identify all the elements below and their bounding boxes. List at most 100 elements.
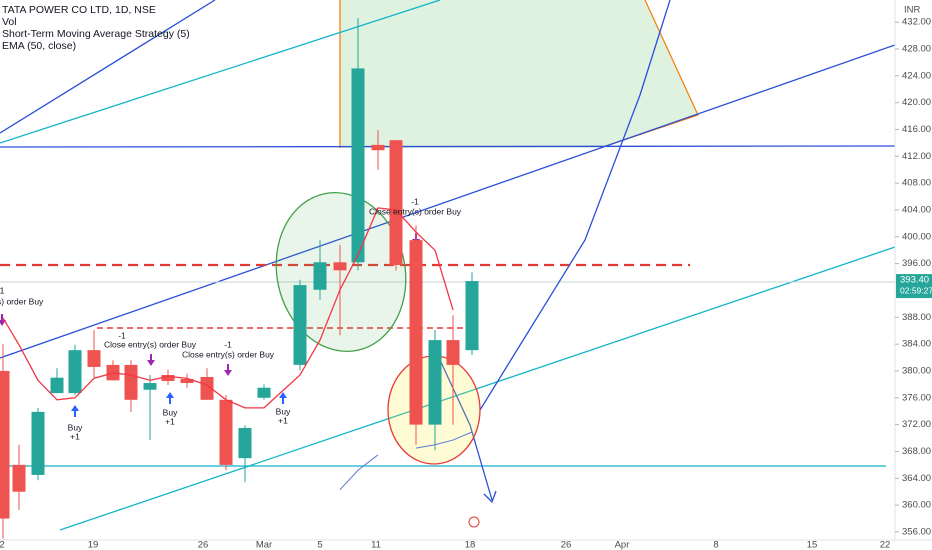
signal-label: +1: [278, 415, 288, 425]
y-tick-label: 360.00: [902, 500, 931, 511]
x-tick-label: 19: [88, 540, 99, 550]
candle-body: [446, 340, 460, 365]
signal-arrows: [71, 392, 287, 417]
candle-body: [12, 464, 26, 492]
candle-body: [219, 399, 233, 465]
candle-body: [180, 379, 194, 384]
last-price-label: 393.40: [900, 275, 929, 286]
path-line: [479, 0, 671, 411]
signal-label: -1: [118, 330, 126, 340]
y-tick-label: 368.00: [902, 446, 931, 457]
signal-label: s) order Buy: [0, 296, 44, 306]
candle-body: [50, 377, 64, 394]
candle-body: [333, 262, 347, 271]
y-tick-label: 424.00: [902, 70, 931, 81]
path-arrow: [439, 359, 493, 501]
drawings: [0, 0, 896, 531]
trend-line: [0, 0, 441, 144]
circle-highlight: [275, 191, 407, 353]
y-tick-label: 380.00: [902, 365, 931, 376]
trend-line: [59, 246, 896, 531]
currency: INR: [904, 5, 921, 16]
arrow-head: [483, 490, 497, 504]
y-tick-label: 404.00: [902, 204, 931, 215]
x-tick-label: Mar: [256, 540, 272, 550]
x-tick-label: 22: [880, 540, 891, 550]
indicator-label: Short-Term Moving Average Strategy (5): [2, 28, 190, 40]
exit-arrow: [147, 354, 155, 366]
signal-label: +1: [165, 416, 175, 426]
x-tick-label: Apr: [615, 540, 630, 550]
y-tick-label: 372.00: [902, 419, 931, 430]
indicator-line: [339, 454, 379, 491]
buy-arrow: [71, 405, 79, 417]
candle-body: [143, 383, 157, 390]
y-tick-label: 408.00: [902, 178, 931, 189]
x-tick-label: 11: [371, 540, 381, 550]
candle-body: [293, 285, 307, 365]
signal-label: Close entry(s) order Buy: [182, 349, 275, 359]
buy-arrow: [166, 392, 174, 404]
indicator-label: Vol: [2, 16, 17, 28]
candle-body: [428, 340, 442, 425]
y-tick-label: 420.00: [902, 97, 931, 108]
signal-label: +1: [70, 431, 80, 441]
candle-body: [351, 68, 365, 263]
zone: [340, 0, 698, 148]
y-tick-label: 384.00: [902, 339, 931, 350]
y-tick-label: 356.00: [902, 526, 931, 537]
candle-body: [124, 364, 138, 400]
candle-body: [87, 350, 101, 367]
signal-label: Close entry(s) order Buy: [369, 206, 462, 216]
signal-label: Close entry(s) order Buy: [104, 339, 197, 349]
signal-label: Buy: [68, 422, 83, 432]
buy-arrow: [279, 392, 287, 404]
signal-label: 1: [0, 285, 5, 295]
x-tick-label: 15: [807, 540, 818, 550]
trend-line: [0, 0, 216, 134]
x-tick-label: 26: [198, 540, 209, 550]
y-tick-label: 432.00: [902, 17, 931, 28]
candle-body: [161, 374, 175, 382]
signal-label: Buy: [163, 407, 178, 417]
y-tick-label: 400.00: [902, 231, 931, 242]
exit-arrow: [0, 314, 6, 326]
indicator-label: EMA (50, close): [2, 40, 76, 52]
exit-arrow: [224, 364, 232, 376]
y-tick-label: 376.00: [902, 392, 931, 403]
candle-body: [31, 411, 45, 475]
logo: [468, 516, 480, 528]
signal-label: Buy: [276, 406, 291, 416]
candle-body: [465, 281, 479, 351]
candle-body: [0, 370, 10, 519]
candle-body: [200, 376, 214, 400]
trend-line: [0, 44, 896, 359]
candle-body: [257, 387, 271, 398]
candles: [0, 18, 479, 539]
countdown: 02:59:27: [900, 285, 932, 295]
x-tick-label: 8: [713, 540, 718, 550]
x-tick-label: 2: [0, 540, 5, 550]
signal-label: -1: [224, 339, 232, 349]
candle-body: [371, 144, 385, 151]
y-tick-label: 388.00: [902, 312, 931, 323]
y-tick-label: 412.00: [902, 151, 931, 162]
x-tick-label: 18: [465, 540, 476, 550]
y-tick-label: 416.00: [902, 124, 931, 135]
candle-body: [313, 262, 327, 290]
x-tick-label: 26: [561, 540, 572, 550]
last-price-box: [896, 274, 932, 299]
signal-label: -1: [411, 196, 419, 206]
y-tick-label: 364.00: [902, 473, 931, 484]
candle-body: [409, 240, 423, 425]
indicator-line: [2, 207, 454, 409]
x-tick-label: 5: [317, 540, 322, 550]
candle-body: [238, 427, 252, 459]
h-line: [0, 145, 896, 148]
indicator-line: [415, 431, 473, 449]
candle-body: [389, 140, 403, 265]
y-tick-label: 428.00: [902, 43, 931, 54]
y-tick-label: 396.00: [902, 258, 931, 269]
chart-title: TATA POWER CO LTD, 1D, NSE: [2, 4, 156, 16]
